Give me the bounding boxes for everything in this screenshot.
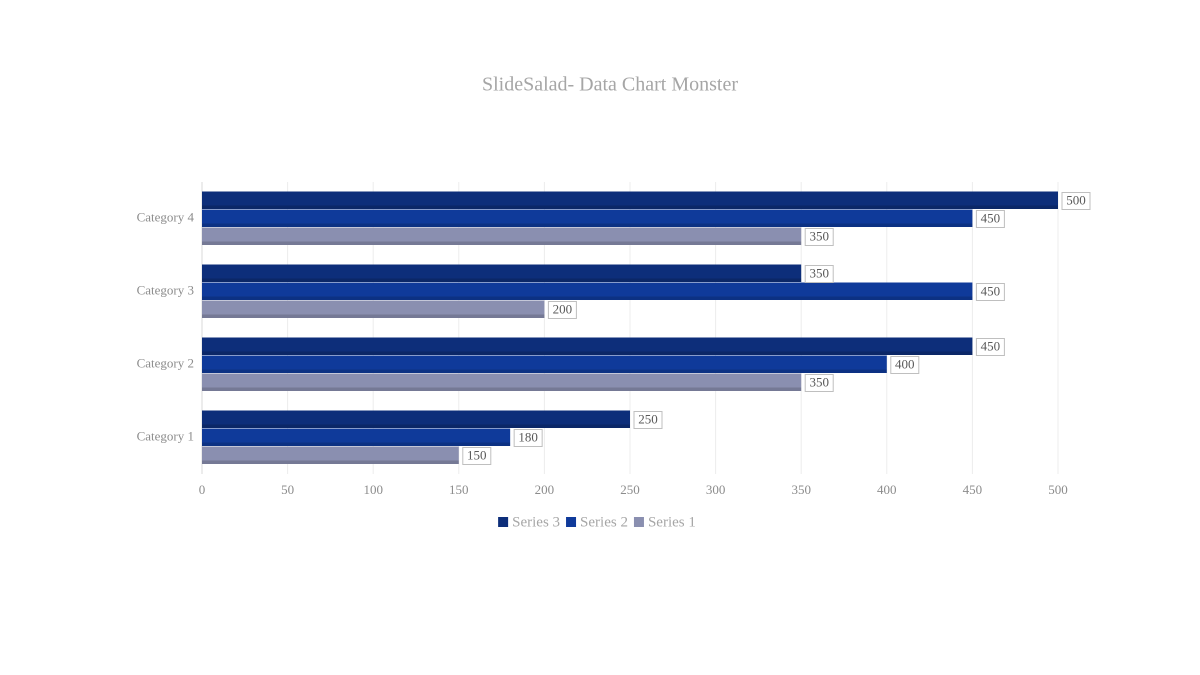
- data-label: 450: [981, 338, 1001, 353]
- bar: [202, 355, 887, 373]
- x-tick-label: 350: [791, 482, 811, 497]
- x-tick-label: 400: [877, 482, 897, 497]
- data-label: 350: [809, 265, 829, 280]
- bar-shade: [202, 314, 545, 318]
- bar: [202, 282, 973, 300]
- bar-shade: [202, 387, 802, 391]
- data-label-box: [547, 301, 577, 319]
- data-label: 450: [981, 283, 1001, 298]
- bar-shade: [202, 296, 973, 300]
- y-tick-label: Category 1: [137, 428, 194, 443]
- bar: [202, 410, 630, 428]
- bar: [202, 373, 802, 391]
- legend-label: Series 1: [648, 514, 696, 530]
- x-tick-label: 50: [281, 482, 294, 497]
- data-label: 150: [467, 447, 487, 462]
- x-tick-label: 150: [449, 482, 469, 497]
- data-label: 500: [1066, 192, 1086, 207]
- x-tick-label: 300: [706, 482, 726, 497]
- x-tick-label: 0: [199, 482, 206, 497]
- legend-swatch: [566, 517, 577, 527]
- x-tick-label: 250: [620, 482, 640, 497]
- bar: [202, 300, 545, 318]
- x-tick-label: 500: [1048, 482, 1068, 497]
- data-label: 180: [518, 429, 538, 444]
- x-tick-label: 100: [363, 482, 383, 497]
- bar-shade: [202, 442, 511, 446]
- data-label-box: [804, 265, 834, 283]
- x-tick-label: 200: [535, 482, 555, 497]
- legend-swatch: [498, 517, 509, 527]
- bar-shade: [202, 351, 973, 355]
- bar-shade: [202, 223, 973, 227]
- legend-swatch: [633, 517, 644, 527]
- bar: [202, 428, 511, 446]
- bar-shade: [202, 241, 802, 245]
- data-label-box: [804, 374, 834, 392]
- data-label-box: [975, 283, 1005, 301]
- data-label-box: [1061, 192, 1091, 210]
- bar: [202, 264, 802, 282]
- y-tick-label: Category 3: [137, 282, 194, 297]
- legend-label: Series 2: [580, 514, 628, 530]
- data-label: 400: [895, 356, 915, 371]
- bar-shade: [202, 369, 887, 373]
- bar: [202, 446, 459, 464]
- bar: [202, 337, 973, 355]
- data-label: 350: [809, 374, 829, 389]
- data-label-box: [804, 228, 834, 246]
- data-label-box: [975, 338, 1005, 356]
- legend: Series 3 Series 2 Series 1: [498, 514, 696, 530]
- data-label: 250: [638, 411, 658, 426]
- data-label: 200: [553, 301, 573, 316]
- bar-shade: [202, 278, 802, 282]
- y-tick-label: Category 2: [137, 355, 194, 370]
- x-tick-label: 450: [963, 482, 983, 497]
- data-label: 450: [981, 210, 1001, 225]
- data-label-box: [633, 411, 663, 429]
- data-label: 350: [809, 228, 829, 243]
- bar: [202, 227, 802, 245]
- bar-shade: [202, 424, 630, 428]
- data-label-box: [890, 356, 920, 374]
- bar: [202, 209, 973, 227]
- legend-label: Series 3: [512, 514, 560, 530]
- data-label-box: [513, 429, 543, 447]
- data-label-box: [975, 210, 1005, 228]
- bar-shade: [202, 205, 1058, 209]
- data-label-box: [462, 447, 492, 465]
- y-tick-label: Category 4: [137, 209, 195, 224]
- chart-title: SlideSalad- Data Chart Monster: [482, 74, 738, 96]
- bar-shade: [202, 460, 459, 464]
- bar: [202, 191, 1058, 209]
